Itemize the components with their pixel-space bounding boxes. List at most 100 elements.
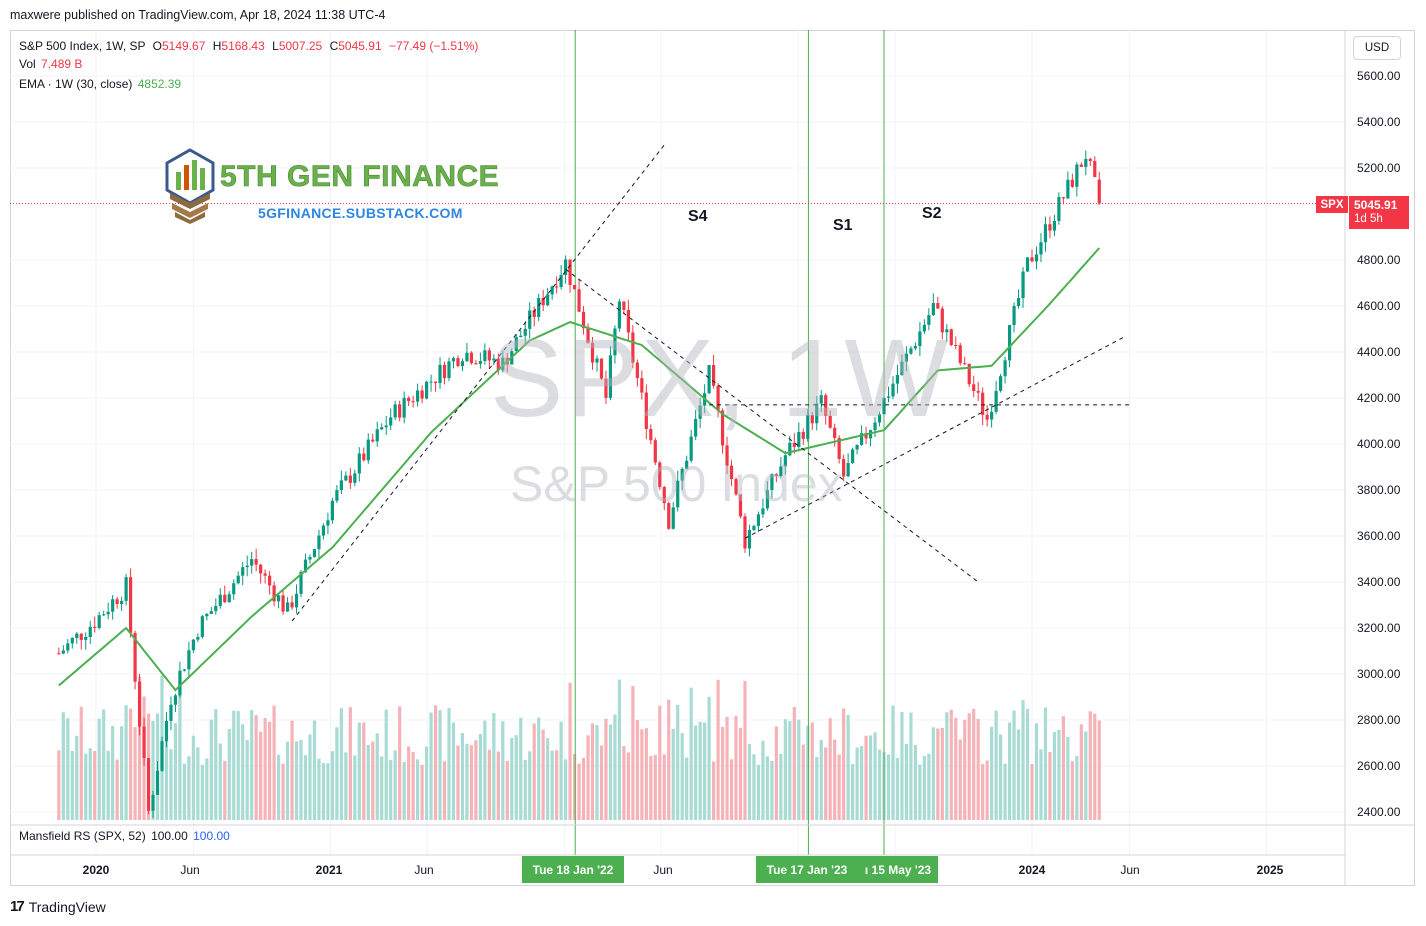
candle-body (765, 490, 770, 509)
volume-bar (725, 716, 729, 820)
candle-body (909, 348, 913, 354)
candle-body (227, 594, 231, 603)
volume-bar (254, 715, 258, 820)
volume-bar (559, 721, 563, 820)
volume-bar (209, 719, 213, 820)
candle-body (958, 345, 962, 364)
annotation-s2: S2 (922, 205, 942, 222)
candle-body (501, 357, 505, 371)
volume-bar (846, 715, 850, 820)
volume-bar (1057, 729, 1061, 820)
candle-body (155, 770, 160, 795)
volume-bar (97, 718, 101, 820)
watermark-name: S&P 500 Index (510, 456, 843, 512)
volume-bar (169, 749, 173, 820)
candle-body (93, 626, 97, 628)
volume-bar (1061, 716, 1065, 820)
candle-body (559, 274, 563, 288)
volume-bar (967, 713, 971, 820)
volume-bar (707, 696, 711, 820)
candle-body (146, 758, 151, 811)
candle-body (290, 602, 294, 608)
volume-bar (859, 745, 864, 820)
vertical-markers (574, 30, 885, 855)
candle-body (626, 309, 630, 333)
candle-body (972, 384, 976, 391)
volume-bar (895, 757, 900, 820)
tradingview-logo-icon: 17 (10, 898, 25, 915)
volume-bar (70, 750, 74, 820)
candle-body (770, 474, 774, 491)
candle-body (164, 720, 169, 742)
volume-bar (380, 756, 384, 820)
volume-bar (321, 763, 326, 820)
candle-body (680, 468, 684, 481)
volume-bar (720, 726, 725, 820)
volume-bar (590, 723, 595, 820)
volume-bar (1088, 711, 1092, 820)
volume-bar (398, 706, 402, 820)
volume-bar (57, 750, 61, 820)
volume-bar (658, 705, 662, 820)
volume-bar (949, 709, 953, 820)
volume-bar (922, 756, 926, 820)
candle-body (398, 404, 402, 418)
volume-bar (335, 727, 339, 820)
price-tick-label: 4400.00 (1357, 345, 1401, 359)
volume-bar (801, 744, 805, 820)
candle-body (124, 577, 128, 601)
volume-bar (599, 745, 604, 820)
candle-body (707, 365, 711, 394)
tradingview-branding[interactable]: 17 TradingView (10, 898, 106, 915)
currency-button[interactable]: USD (1353, 36, 1401, 60)
volume-bar (294, 741, 299, 820)
candle-body (303, 559, 308, 572)
volume-bar (546, 738, 550, 820)
candle-body (859, 433, 864, 445)
volume-bar (927, 753, 931, 820)
price-tick-label: 2400.00 (1357, 805, 1401, 819)
candle-body (546, 294, 550, 306)
candle-body (1039, 242, 1043, 255)
volume-bar (411, 752, 415, 820)
volume-bar (79, 706, 83, 820)
volume-bar (227, 728, 231, 820)
candle-body (738, 494, 743, 517)
candle-body (855, 444, 859, 450)
candle-body (218, 594, 222, 607)
volume-bar (788, 721, 792, 820)
candle-body (586, 328, 590, 343)
volume-bar (963, 719, 967, 820)
candle-body (285, 602, 290, 612)
candle-body (761, 508, 765, 515)
annotation-s1: S1 (833, 217, 853, 234)
volume-bar (738, 727, 743, 820)
volume-bar (1066, 737, 1070, 820)
candle-body (250, 559, 254, 566)
candle-body (447, 361, 451, 379)
volume-bar (442, 761, 447, 820)
ema-line (58, 247, 1101, 692)
candle-body (416, 390, 420, 402)
volume-bar (61, 712, 65, 820)
candle-body (371, 439, 375, 442)
candle-body (348, 475, 352, 483)
volume-bar (756, 764, 761, 820)
volume-bar (330, 751, 335, 820)
volume-bar (429, 712, 433, 820)
candle-body (572, 284, 577, 290)
candle-body (84, 637, 88, 640)
volume-bar (667, 699, 671, 820)
candle-body (151, 794, 155, 811)
volume-bar (402, 761, 406, 820)
candle-body (294, 593, 299, 608)
candle-body (1075, 164, 1079, 187)
volume-bar (115, 759, 119, 820)
candle-body (555, 286, 559, 288)
volume-bar (626, 752, 630, 820)
volume-bar (88, 748, 92, 820)
volume-bar (447, 708, 451, 820)
candle-body (393, 404, 397, 418)
volume-bar (75, 735, 79, 820)
